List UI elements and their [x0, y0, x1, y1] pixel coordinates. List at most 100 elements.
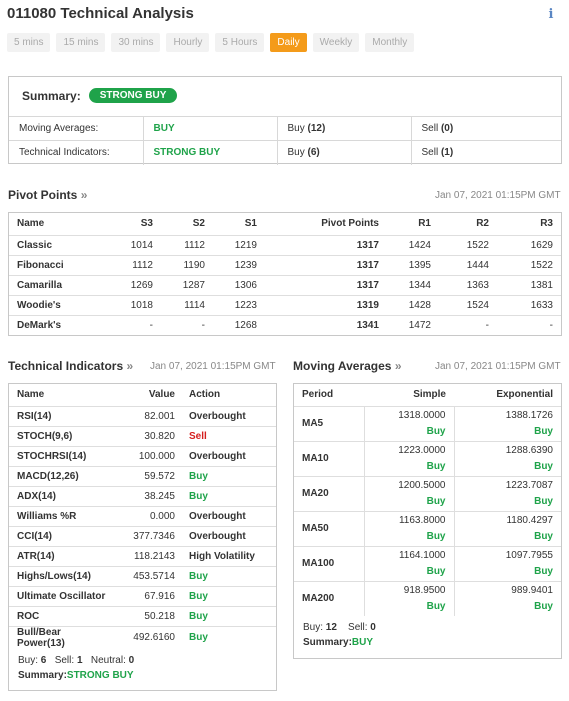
indicator-action: Buy [181, 465, 276, 486]
ma-period: MA50 [294, 510, 364, 546]
table-cell: 1114 [161, 294, 213, 315]
indicator-name: ADX(14) [9, 485, 117, 506]
column-header: R2 [476, 218, 489, 230]
table-row: MA200 918.9500 Buy 989.9401 Buy [294, 580, 561, 616]
table-row: Camarilla 1269 1287 1306 1317 1344 1363 … [9, 274, 561, 295]
tab-hourly[interactable]: Hourly [166, 33, 210, 52]
table-cell: 1424 [387, 234, 439, 255]
indicator-value: 82.001 [117, 405, 181, 426]
summary-row-name: Moving Averages: [9, 116, 143, 141]
moving-averages-title[interactable]: Moving Averages » [293, 359, 402, 373]
indicator-action: Overbought [181, 445, 276, 466]
ma-period: MA5 [294, 405, 364, 441]
indicator-value: 59.572 [117, 465, 181, 486]
table-cell: 1344 [387, 274, 439, 295]
table-row: Classic 1014 1112 1219 1317 1424 1522 16… [9, 234, 561, 255]
indicator-name: ROC [9, 605, 117, 626]
table-cell: - [161, 314, 213, 335]
column-header: Period [302, 389, 334, 401]
table-cell: 1395 [387, 254, 439, 275]
tab-5-mins[interactable]: 5 mins [7, 33, 51, 52]
pivot-points-title[interactable]: Pivot Points » [8, 188, 88, 202]
technical-indicators-date: Jan 07, 2021 01:15PM GMT [150, 361, 276, 372]
summary-row-sell: Sell (0) [410, 116, 561, 141]
technical-summary: Summary:STRONG BUY [18, 669, 134, 681]
technical-indicators-box: Name Value Action RSI(14) 82.001 Overbough… [8, 383, 277, 691]
tab-30-mins[interactable]: 30 mins [111, 33, 161, 52]
table-cell: 1287 [161, 274, 213, 295]
table-cell: Fibonacci [9, 254, 101, 275]
indicator-action: Overbought [181, 405, 276, 426]
moving-averages-box: Period Simple Exponential MA5 1318.0000 Bu… [293, 383, 562, 659]
ma-exponential: 1097.7955 Buy [453, 545, 561, 581]
column-header: R3 [540, 218, 553, 230]
indicator-name: Highs/Lows(14) [9, 565, 117, 586]
ma-period: MA200 [294, 580, 364, 616]
table-row: MA20 1200.5000 Buy 1223.7087 Buy [294, 475, 561, 511]
column-header: S1 [244, 218, 257, 230]
indicator-action: Overbought [181, 505, 276, 526]
table-cell: 1018 [101, 294, 161, 315]
tab-15-mins[interactable]: 15 mins [56, 33, 106, 52]
pivot-points-date: Jan 07, 2021 01:15PM GMT [435, 190, 561, 201]
table-cell: 1472 [387, 314, 439, 335]
technical-indicators-table: Name Value Action RSI(14) 82.001 Overbough… [9, 384, 276, 649]
table-cell: 1223 [213, 294, 265, 315]
ma-period: MA20 [294, 475, 364, 511]
summary-row-value: STRONG BUY [142, 140, 277, 165]
column-header: Action [189, 389, 221, 401]
table-row: STOCH(9,6) 30.820 Sell [9, 425, 276, 446]
table-cell: 1317 [265, 234, 387, 255]
summary-row-sell: Sell (1) [410, 140, 561, 165]
summary-table: Moving Averages: BUY Buy (12) Sell (0) T… [9, 116, 561, 165]
table-cell: 1524 [439, 294, 497, 315]
indicator-value: 100.000 [117, 445, 181, 466]
table-cell: 1363 [439, 274, 497, 295]
table-cell: 1269 [101, 274, 161, 295]
indicator-action: Buy [181, 565, 276, 586]
tab-5-hours[interactable]: 5 Hours [215, 33, 265, 52]
table-row: DeMark's - - 1268 1341 1472 - - [9, 314, 561, 335]
table-cell: Classic [9, 234, 101, 255]
indicator-value: 492.6160 [117, 625, 181, 649]
indicator-name: CCI(14) [9, 525, 117, 546]
technical-indicators-title[interactable]: Technical Indicators » [8, 359, 134, 373]
indicator-value: 38.245 [117, 485, 181, 506]
table-cell: 1633 [497, 294, 561, 315]
column-header: S3 [140, 218, 153, 230]
table-cell: 1381 [497, 274, 561, 295]
summary-badge: STRONG BUY [88, 88, 178, 103]
indicator-action: Buy [181, 585, 276, 606]
info-icon[interactable]: i [548, 7, 554, 22]
indicator-value: 50.218 [117, 605, 181, 626]
table-row: MACD(12,26) 59.572 Buy [9, 465, 276, 486]
summary-row: Moving Averages: BUY Buy (12) Sell (0) [9, 116, 561, 141]
indicator-name: Ultimate Oscillator [9, 585, 117, 606]
indicator-name: STOCHRSI(14) [9, 445, 117, 466]
table-row: Williams %R 0.000 Overbought [9, 505, 276, 526]
indicator-name: Bull/Bear Power(13) [9, 625, 117, 649]
summary-panel: Summary: STRONG BUY Moving Averages: BUY… [8, 76, 562, 165]
ma-exponential: 1180.4297 Buy [453, 510, 561, 546]
table-row: RSI(14) 82.001 Overbought [9, 405, 276, 426]
ma-simple: 1164.1000 Buy [363, 545, 454, 581]
table-cell: 1317 [265, 254, 387, 275]
table-cell: Camarilla [9, 274, 101, 295]
tab-weekly[interactable]: Weekly [312, 33, 360, 52]
column-header: Name [17, 218, 45, 230]
table-row: CCI(14) 377.7346 Overbought [9, 525, 276, 546]
indicator-value: 0.000 [117, 505, 181, 526]
technical-counts: Buy: 6 Sell: 1 Neutral: 0 [18, 654, 135, 666]
indicator-value: 67.916 [117, 585, 181, 606]
tab-daily[interactable]: Daily [270, 33, 307, 52]
ma-exponential: 1288.6390 Buy [453, 440, 561, 476]
table-cell: 1112 [101, 254, 161, 275]
tab-monthly[interactable]: Monthly [365, 33, 415, 52]
table-row: Woodie's 1018 1114 1223 1319 1428 1524 1… [9, 294, 561, 315]
table-cell: 1444 [439, 254, 497, 275]
ma-period: MA10 [294, 440, 364, 476]
ma-exponential: 1388.1726 Buy [453, 405, 561, 441]
ma-exponential: 989.9401 Buy [453, 580, 561, 616]
summary-row: Technical Indicators: STRONG BUY Buy (6)… [9, 140, 561, 165]
indicator-name: ATR(14) [9, 545, 117, 566]
